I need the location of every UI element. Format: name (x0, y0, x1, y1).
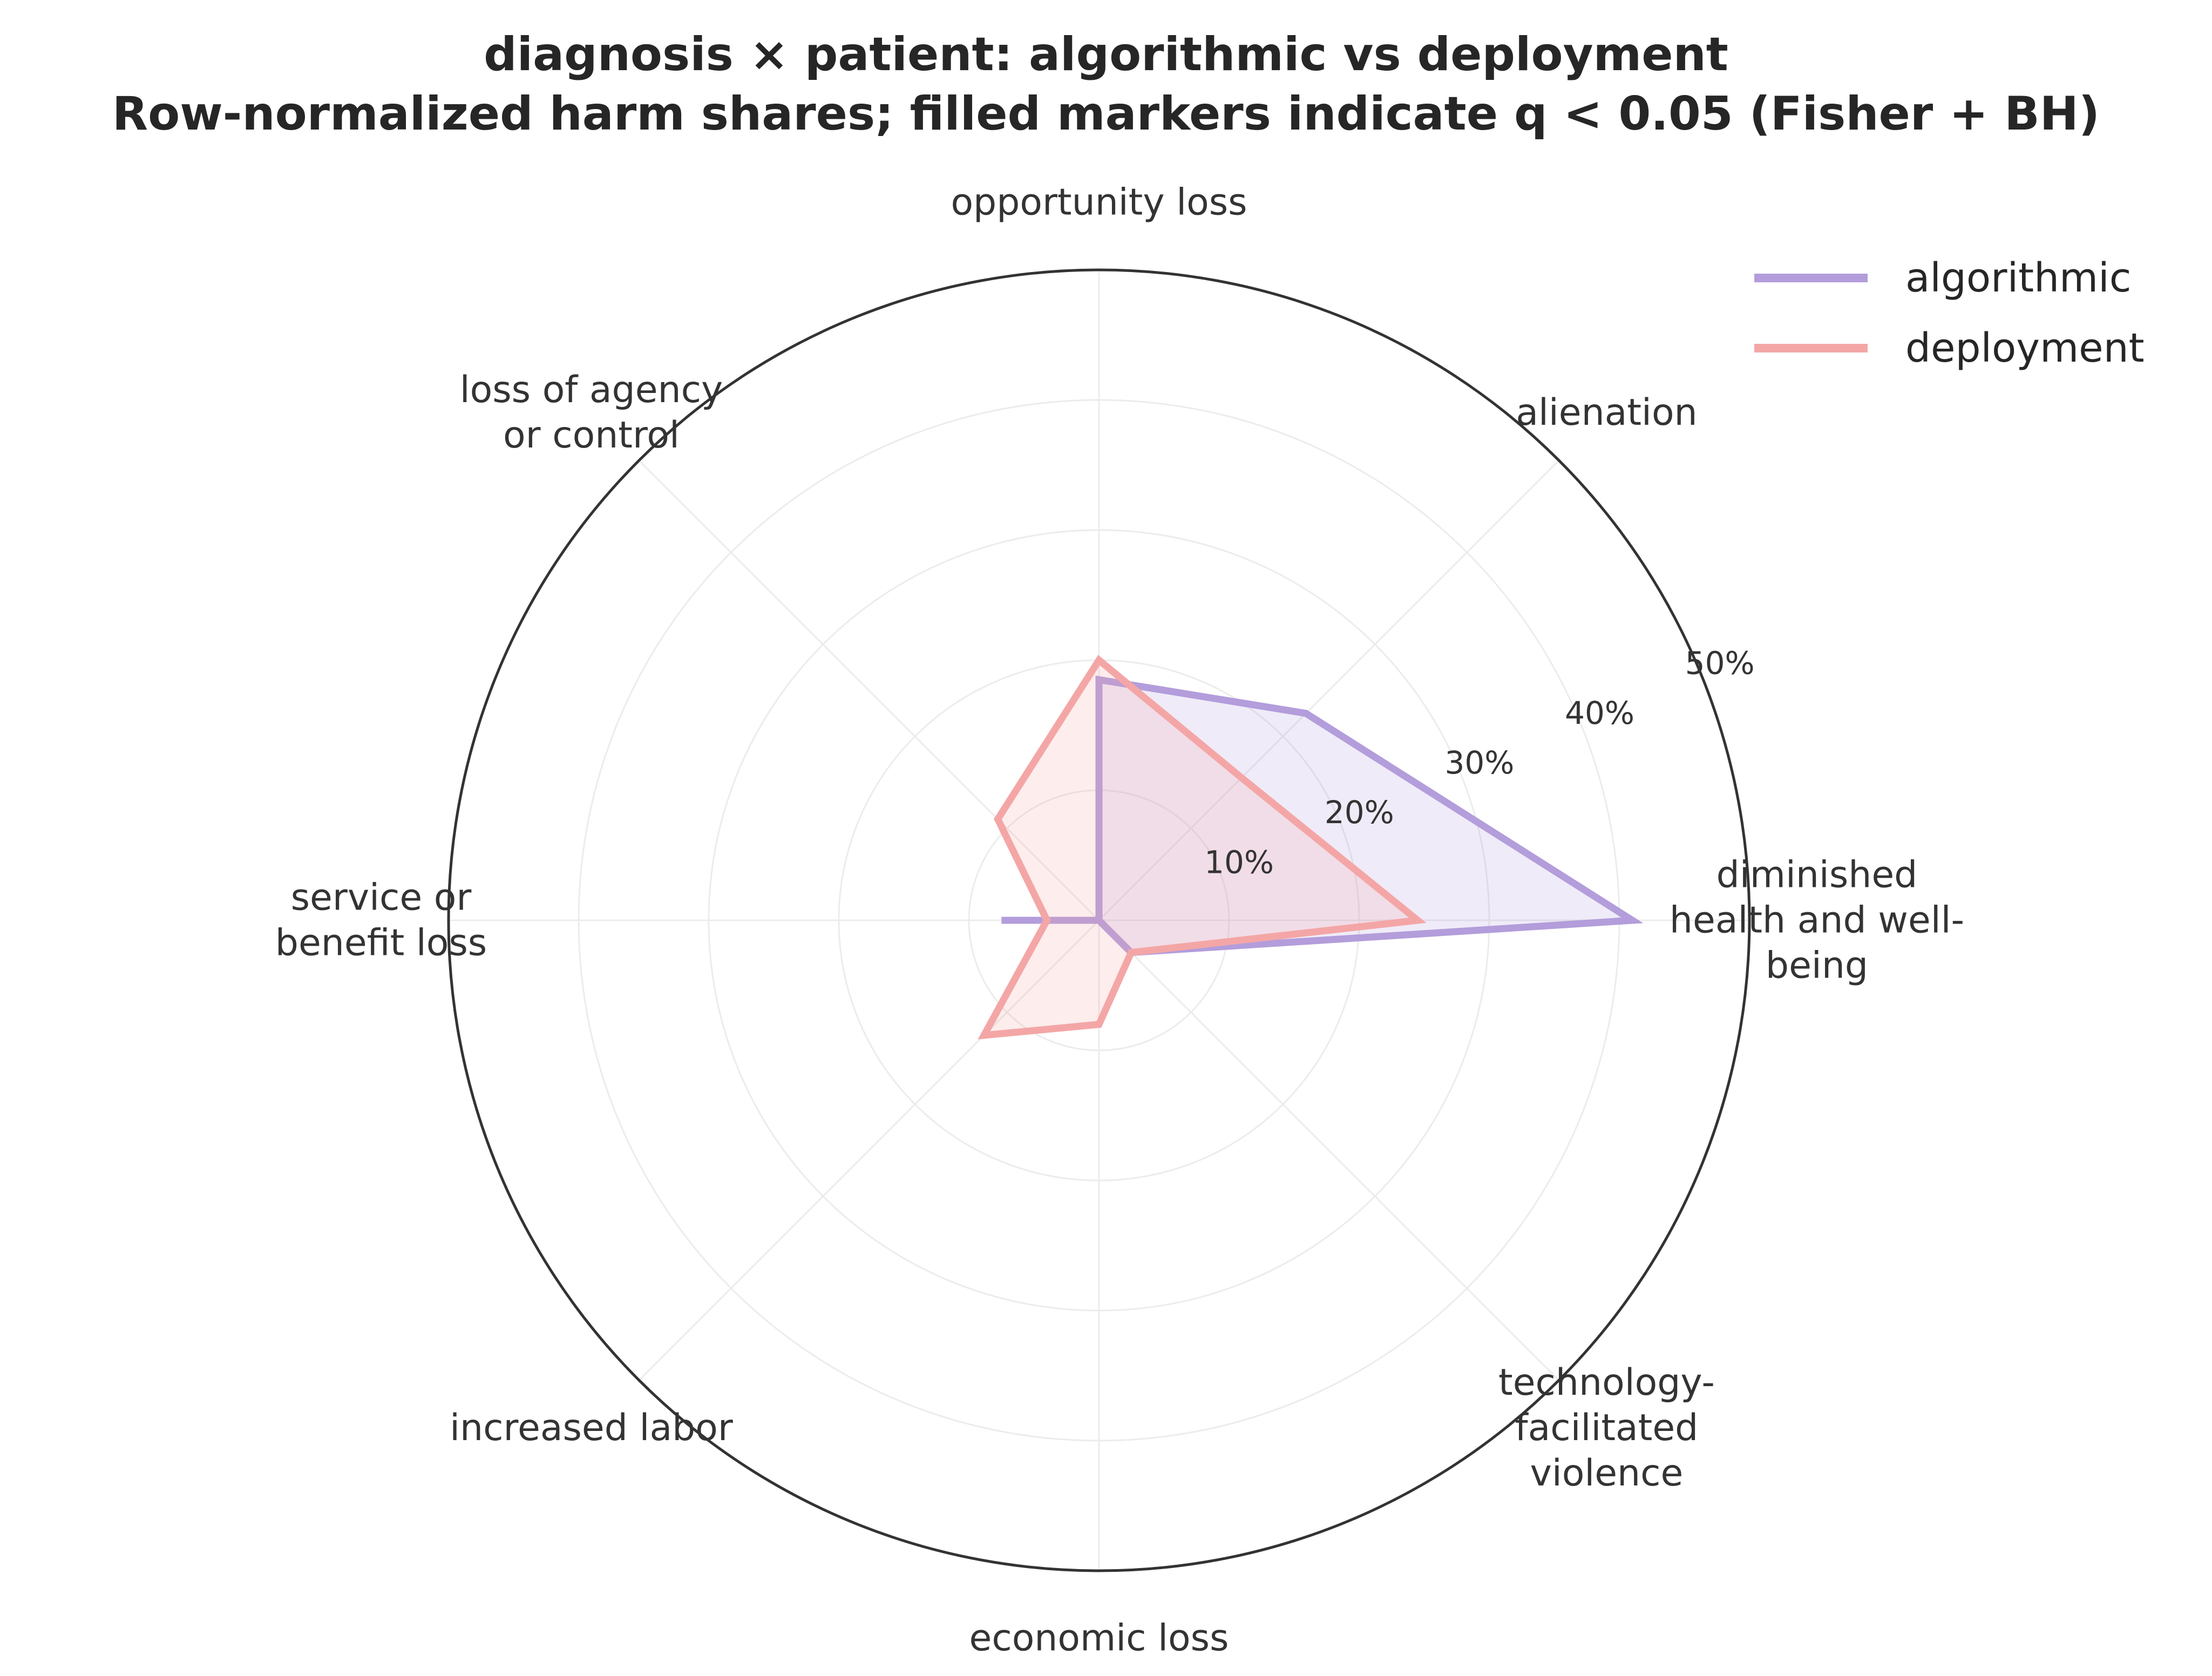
series-fill-algorithmic (1001, 680, 1633, 953)
category-label-7-line-1: economic loss (969, 1617, 1229, 1660)
category-label-2: alienation (1516, 391, 1697, 434)
grid-spoke-6 (638, 919, 1100, 1381)
category-label-7: economic loss (969, 1617, 1229, 1660)
legend: algorithmic deployment (1754, 255, 2145, 371)
category-label-5-line-2: benefit loss (275, 922, 487, 965)
grid-spoke-4 (638, 459, 1100, 921)
series-fill-deployment (984, 660, 1418, 1035)
category-label-8-line-2: facilitated (1515, 1407, 1699, 1449)
legend-item-deployment: deployment (1754, 325, 2145, 371)
radial-tick-label-2: 20% (1325, 794, 1394, 831)
radar-outer-frame (447, 268, 1751, 1572)
legend-label-deployment: deployment (1905, 325, 2145, 371)
chart-title-line-2: Row-normalized harm shares; filled marke… (112, 87, 2100, 141)
category-label-3-line-1: opportunity loss (951, 181, 1247, 224)
series-line-deployment (978, 655, 1427, 1040)
category-label-8-line-3: violence (1530, 1452, 1684, 1495)
chart-title: diagnosis × patient: algorithmic vs depl… (112, 28, 2100, 141)
legend-item-algorithmic: algorithmic (1754, 255, 2131, 301)
category-label-4-line-2: or control (503, 414, 680, 457)
radial-tick-label-4: 40% (1565, 695, 1634, 731)
category-label-1-line-2: health and well- (1670, 899, 1964, 942)
legend-label-algorithmic: algorithmic (1905, 255, 2131, 301)
category-label-3: opportunity loss (951, 181, 1247, 224)
category-label-8-line-1: technology- (1498, 1361, 1715, 1404)
category-label-6-line-1: increased labor (450, 1407, 733, 1449)
radial-tick-label-3: 30% (1444, 744, 1514, 781)
category-label-1-line-3: being (1766, 945, 1868, 987)
category-label-6: increased labor (450, 1407, 733, 1449)
category-label-5-line-1: service or (291, 877, 472, 919)
grid-spoke-8 (1098, 919, 1560, 1381)
category-label-2-line-1: alienation (1516, 391, 1697, 434)
radar-series (978, 655, 1644, 1040)
chart-title-line-1: diagnosis × patient: algorithmic vs depl… (484, 28, 1728, 82)
category-label-4-line-1: loss of agency (460, 369, 723, 411)
grid-spoke-2 (1098, 459, 1560, 921)
radial-tick-label-1: 10% (1204, 844, 1274, 881)
